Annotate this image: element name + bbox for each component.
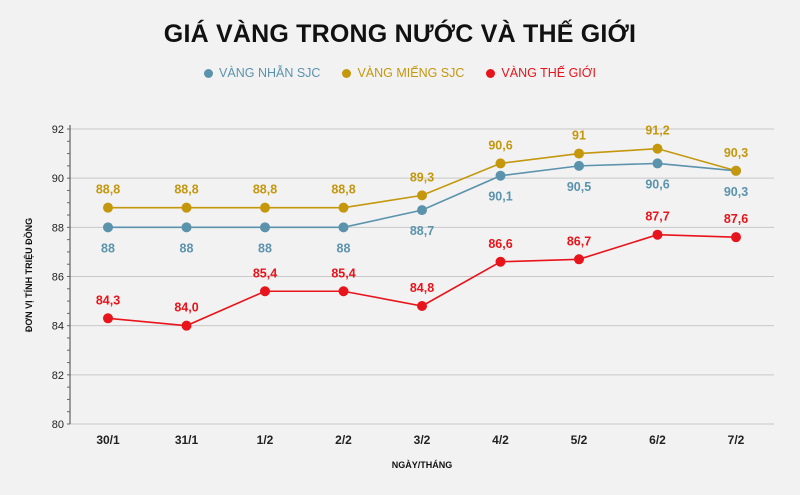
series-0-point-1 [181,222,192,233]
legend-item-thegioi: VÀNG THẾ GIỚI [486,66,596,80]
data-label-0-4: 88,7 [410,224,434,238]
legend-item-mieng: VÀNG MIẾNG SJC [342,66,464,80]
series-1-point-6 [574,148,584,159]
label-layer: 88 88 88 88 88,7 90,1 90,5 90,6 90,3 88,8 88,8 88,8… [96,124,748,315]
x-tick-label-3/2: 3/2 [414,433,431,447]
legend-marker-mieng [342,68,352,78]
legend-label-mieng: VÀNG MIẾNG SJC [357,66,465,80]
data-label-0-1: 88 [180,241,194,255]
x-axis-label: NGÀY/THÁNG [392,460,453,470]
series-1-point-5 [495,158,506,169]
x-tick-label-5/2: 5/2 [571,433,588,447]
data-label-2-7: 87,7 [645,210,669,224]
legend-marker-thegioi [486,68,496,78]
data-label-0-0: 88 [101,241,115,255]
y-tick-label: 82 [52,370,64,382]
series-0-point-0 [103,222,113,233]
data-label-1-5: 90,6 [488,138,512,152]
series-2-point-1 [181,320,192,331]
y-tick-label: 92 [52,124,64,136]
series-2-point-6 [574,254,584,265]
series-0-point-3 [338,222,349,233]
y-tick-label: 80 [52,419,64,431]
data-label-0-3: 88 [337,241,351,255]
series-2-point-2 [260,286,270,297]
data-label-0-5: 90,1 [488,190,512,204]
series-0-point-5 [495,170,506,181]
chart-title: GIÁ VÀNG TRONG NƯỚC VÀ THẾ GIỚI [163,20,637,48]
x-tick-label-30/1: 30/1 [96,433,120,447]
x-tick-label-2/2: 2/2 [335,433,352,447]
legend-label-thegioi: VÀNG THẾ GIỚI [501,66,596,80]
data-label-1-1: 88,8 [174,183,198,197]
y-tick-label: 84 [52,321,64,333]
data-label-1-3: 88,8 [331,183,355,197]
series-2-point-4 [417,301,427,311]
x-tick-label-4/2: 4/2 [492,433,509,447]
data-label-0-6: 90,5 [567,180,591,194]
x-tick-label-31/1: 31/1 [175,433,199,447]
data-label-2-5: 86,6 [488,237,512,251]
series-1-point-3 [338,202,349,213]
series-1-point-7 [652,143,663,154]
series-0-point-2 [260,222,270,233]
x-tick-label-1/2: 1/2 [257,433,274,447]
data-label-2-4: 84,8 [410,281,434,295]
axis-layer: ĐƠN VỊ TÍNH TRIỆU ĐỒNG NGÀY/THÁNG [23,218,452,470]
x-tick-label-7/2: 7/2 [728,433,745,447]
series-1-point-1 [181,202,192,213]
series-1-point-2 [260,202,270,213]
series-1-point-8 [731,165,741,176]
data-label-2-3: 85,4 [331,266,355,280]
data-label-2-1: 84,0 [174,301,198,315]
series-2-point-3 [338,286,349,297]
grid-layer: 80 82 84 86 88 90 92 30/1 31/1 1/2 2/2 3/2 4/2 5/2 6/2… [52,124,774,447]
series-0-point-7 [652,158,663,169]
y-tick-label: 86 [52,272,64,284]
legend-item-nhan: VÀNG NHẪN SJC [204,66,320,80]
data-label-2-6: 86,7 [567,234,591,248]
data-label-0-2: 88 [258,241,272,255]
data-label-1-4: 89,3 [410,170,434,184]
legend-marker-nhan [204,68,214,78]
series-2-point-0 [103,313,113,324]
series-2-point-7 [652,229,663,240]
data-label-2-8: 87,6 [724,212,748,226]
data-label-1-2: 88,8 [253,183,277,197]
series-1-point-4 [417,190,427,201]
series-0-point-6 [574,160,584,171]
data-label-2-0: 84,3 [96,293,120,307]
data-label-0-7: 90,6 [645,177,669,191]
data-label-0-8: 90,3 [724,185,748,199]
series-2-point-8 [731,232,741,243]
y-tick-label: 88 [52,222,64,234]
series-0-point-4 [417,205,427,216]
series-layer [103,143,741,331]
y-tick-label: 90 [52,173,64,185]
data-label-1-8: 90,3 [724,146,748,160]
legend: VÀNG NHẪN SJC VÀNG MIẾNG SJC VÀNG THẾ GI… [0,66,800,80]
data-label-1-6: 91 [572,129,586,143]
series-2-point-5 [495,256,506,267]
x-tick-label-6/2: 6/2 [649,433,666,447]
data-label-1-0: 88,8 [96,183,120,197]
series-1-point-0 [103,202,113,213]
legend-label-nhan: VÀNG NHẪN SJC [219,66,321,80]
data-label-2-2: 85,4 [253,266,277,280]
y-axis-label: ĐƠN VỊ TÍNH TRIỆU ĐỒNG [23,218,34,332]
data-label-1-7: 91,2 [645,124,669,138]
